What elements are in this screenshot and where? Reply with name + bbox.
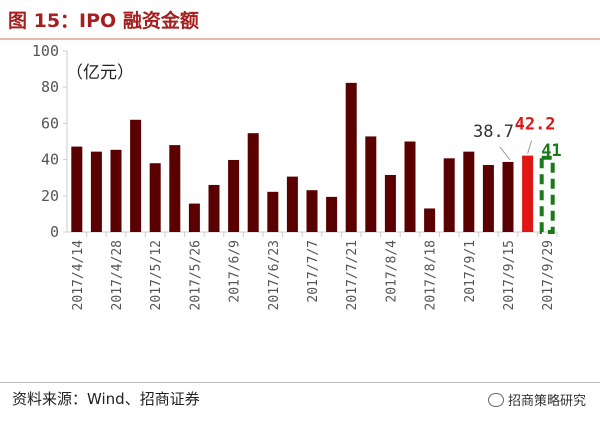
source-note: 资料来源：Wind、招商证券 bbox=[12, 390, 200, 408]
x-tick-label: 2017/9/15 bbox=[502, 240, 517, 310]
x-tick-label: 2017/9/29 bbox=[541, 240, 556, 310]
y-axis-label: （亿元） bbox=[66, 63, 134, 83]
wechat-icon bbox=[487, 392, 504, 407]
bar bbox=[306, 190, 318, 232]
bar bbox=[326, 196, 338, 232]
bar bbox=[208, 184, 220, 232]
data-label: 41 bbox=[541, 141, 561, 161]
bar bbox=[71, 146, 83, 232]
y-tick-label: 100 bbox=[32, 42, 59, 60]
bar bbox=[424, 208, 436, 232]
bar bbox=[130, 119, 142, 232]
x-tick-label: 2017/5/12 bbox=[149, 240, 164, 310]
annotation-leader bbox=[527, 140, 533, 154]
x-tick-label: 2017/4/14 bbox=[71, 240, 86, 311]
bar bbox=[502, 161, 514, 232]
figure-title: 图 15：IPO 融资金额 bbox=[8, 10, 199, 32]
x-tick-label: 2017/6/23 bbox=[267, 240, 282, 310]
bar bbox=[443, 158, 455, 232]
bar bbox=[267, 191, 279, 232]
y-tick-label: 60 bbox=[41, 114, 59, 132]
brand-name: 招商策略研究 bbox=[507, 394, 586, 409]
ipo-bar-chart: （亿元） 0 20 40 60 80 100 2017/4/14 2017/4/28 2017/… bbox=[32, 42, 562, 311]
title-divider bbox=[0, 38, 600, 40]
x-tick-label: 2017/8/4 bbox=[384, 240, 399, 303]
bar bbox=[247, 133, 259, 232]
x-tick-label: 2017/7/21 bbox=[345, 240, 360, 310]
brand-logo: 招商策略研究 bbox=[487, 390, 586, 409]
bar bbox=[286, 176, 298, 232]
forecast-bar bbox=[539, 155, 555, 234]
bar bbox=[228, 159, 240, 232]
bar bbox=[149, 163, 161, 232]
bar bbox=[90, 151, 102, 232]
footer-divider bbox=[0, 382, 600, 383]
bar bbox=[365, 136, 377, 232]
x-tick-label: 2017/8/18 bbox=[424, 240, 439, 310]
bar bbox=[188, 203, 200, 232]
annotation-leader bbox=[499, 146, 511, 161]
data-label: 38.7 bbox=[473, 122, 514, 142]
bar bbox=[482, 165, 494, 232]
highlight-bar bbox=[522, 155, 534, 232]
bar bbox=[345, 82, 357, 232]
bar bbox=[169, 145, 181, 232]
x-tick-label: 2017/4/28 bbox=[110, 240, 125, 310]
y-tick-label: 80 bbox=[41, 78, 59, 96]
y-tick-label: 20 bbox=[41, 187, 59, 205]
x-tick-label: 2017/9/1 bbox=[463, 240, 478, 303]
bar bbox=[110, 149, 122, 232]
x-tick-label: 2017/6/9 bbox=[228, 240, 243, 303]
bar bbox=[384, 174, 396, 232]
data-label: 42.2 bbox=[515, 115, 556, 135]
x-tick-label: 2017/7/7 bbox=[306, 240, 321, 303]
bar bbox=[463, 151, 475, 232]
y-tick-label: 0 bbox=[50, 223, 59, 241]
bar bbox=[404, 141, 416, 232]
y-tick-label: 40 bbox=[41, 151, 59, 169]
x-tick-label: 2017/5/26 bbox=[188, 240, 203, 310]
